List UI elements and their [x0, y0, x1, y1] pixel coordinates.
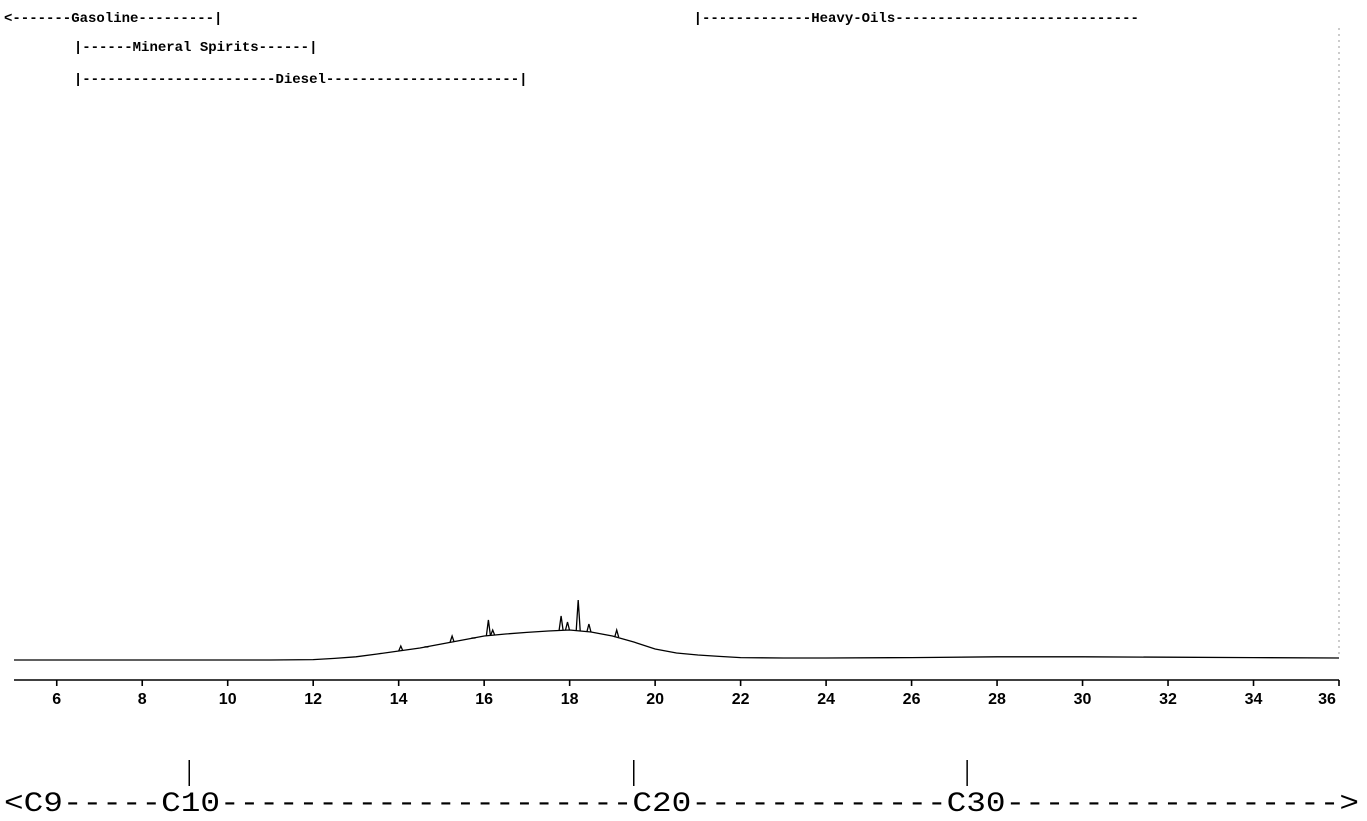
x-tick-label: 26	[903, 691, 921, 708]
x-tick-label: 6	[52, 691, 61, 708]
chromatogram-trace	[14, 629, 1340, 661]
carbon-number-scale: <C9-----C10---------------------C20-----…	[4, 789, 1359, 820]
x-tick-label: 34	[1245, 691, 1263, 708]
x-tick-label: 32	[1159, 691, 1177, 708]
x-tick-label: 8	[138, 691, 147, 708]
carbon-marker-group	[188, 760, 968, 786]
gasoline-range-label: <-------Gasoline---------|	[4, 11, 222, 27]
peak-mark	[586, 623, 592, 632]
x-tick-label: 22	[732, 691, 750, 708]
x-tick-group: 6 8 10 12 14 16 18 20 22 24 26 28 30 32 34 36	[52, 680, 1340, 708]
x-tick-label: 18	[561, 691, 579, 708]
peak-mark	[558, 615, 564, 631]
peak-mark	[564, 621, 571, 631]
peak-mark	[398, 644, 404, 651]
peak-mark	[614, 627, 620, 638]
mineral-spirits-range-label: |------Mineral Spirits------|	[74, 40, 318, 56]
x-tick-label: 16	[475, 691, 493, 708]
x-tick-label: 10	[219, 691, 237, 708]
heavy-oils-range-label: |-------------Heavy-Oils----------------…	[694, 11, 1139, 27]
peak-mark	[449, 633, 455, 643]
x-tick-label: 14	[390, 691, 408, 708]
x-tick-label: 28	[988, 691, 1006, 708]
peak-mark	[575, 599, 581, 631]
x-tick-label: 36	[1318, 691, 1336, 708]
x-tick-label: 12	[304, 691, 322, 708]
peak-mark	[490, 628, 496, 636]
range-labels: <-------Gasoline---------| |------------…	[4, 11, 1139, 88]
peak-mark	[485, 619, 492, 636]
x-tick-label: 20	[646, 691, 664, 708]
x-tick-label: 30	[1074, 691, 1092, 708]
x-tick-label: 24	[817, 691, 835, 708]
diesel-range-label: |-----------------------Diesel----------…	[74, 72, 528, 88]
peak-group	[398, 599, 620, 651]
